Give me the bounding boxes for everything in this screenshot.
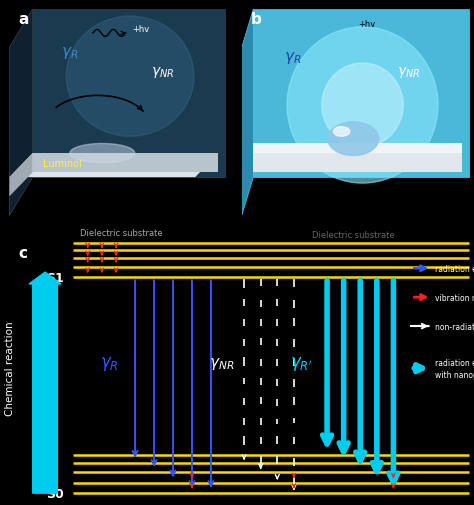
Text: +hv: +hv — [132, 25, 150, 33]
Text: Chemical reaction: Chemical reaction — [5, 321, 16, 416]
Polygon shape — [33, 154, 219, 173]
Ellipse shape — [287, 28, 438, 184]
Text: radiation emission: radiation emission — [435, 264, 474, 273]
Text: c: c — [18, 245, 27, 261]
Text: Luminol: Luminol — [44, 159, 82, 168]
Polygon shape — [253, 10, 469, 178]
Text: $\gamma_R$: $\gamma_R$ — [100, 354, 118, 372]
Text: a: a — [18, 12, 29, 27]
FancyArrow shape — [29, 273, 61, 493]
Text: Dielectric substrate: Dielectric substrate — [312, 231, 394, 240]
Text: $\gamma_{NR}$: $\gamma_{NR}$ — [151, 65, 174, 80]
Polygon shape — [253, 144, 462, 154]
Text: vibration relaxation: vibration relaxation — [435, 293, 474, 302]
Polygon shape — [242, 10, 253, 216]
Polygon shape — [9, 154, 219, 178]
Polygon shape — [253, 154, 462, 173]
Polygon shape — [33, 10, 226, 178]
Text: non-radiative decay: non-radiative decay — [435, 322, 474, 331]
Text: $\gamma_{NR}$: $\gamma_{NR}$ — [209, 355, 235, 371]
Text: $\gamma_{NR}$: $\gamma_{NR}$ — [397, 65, 420, 80]
Text: +hv: +hv — [358, 20, 375, 29]
Ellipse shape — [70, 144, 135, 164]
Text: $\gamma_R$: $\gamma_R$ — [61, 45, 79, 61]
Polygon shape — [9, 10, 33, 216]
Text: radiation emission
with nanoparticle: radiation emission with nanoparticle — [435, 358, 474, 379]
Ellipse shape — [322, 64, 403, 148]
Text: $\gamma_R$: $\gamma_R$ — [284, 50, 301, 66]
Polygon shape — [9, 154, 33, 197]
Text: S1: S1 — [46, 271, 64, 284]
Ellipse shape — [334, 127, 350, 137]
Text: $\gamma_{R'}$: $\gamma_{R'}$ — [290, 354, 312, 372]
Ellipse shape — [66, 17, 194, 137]
Text: b: b — [251, 12, 262, 27]
Ellipse shape — [328, 123, 379, 156]
Text: S0: S0 — [46, 487, 64, 499]
Text: Dielectric substrate: Dielectric substrate — [80, 228, 162, 237]
